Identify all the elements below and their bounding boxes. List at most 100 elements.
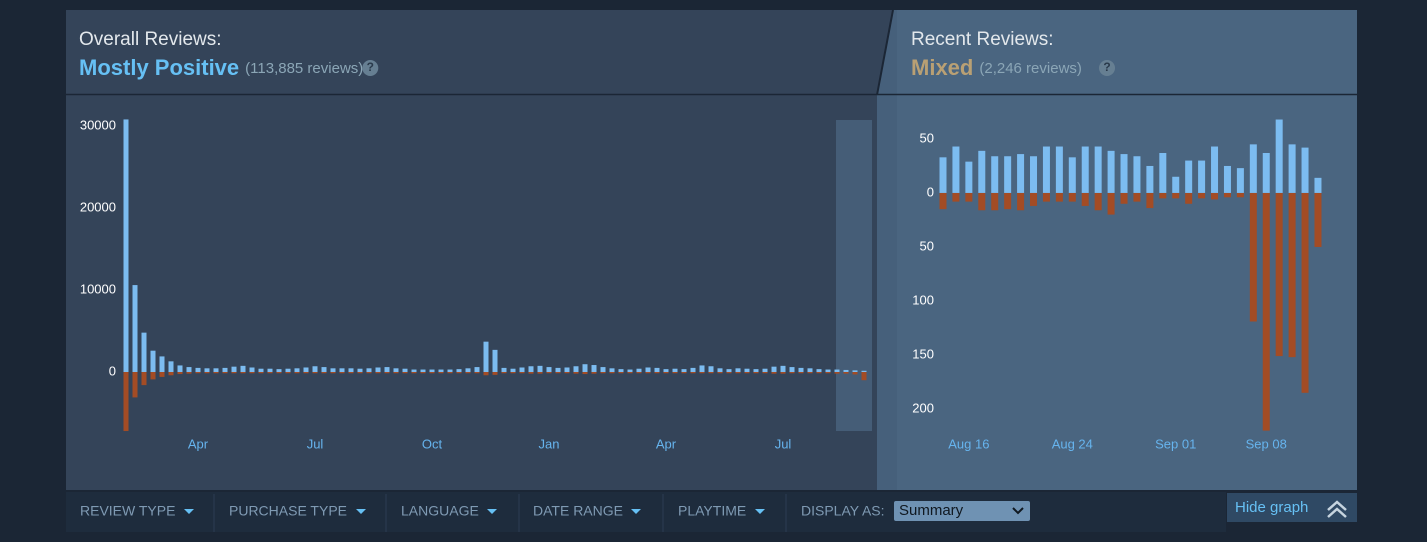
bar xyxy=(177,365,183,372)
bar xyxy=(321,367,327,372)
bar xyxy=(546,367,552,372)
bar xyxy=(177,372,183,375)
filter-arrow xyxy=(755,509,765,514)
bar xyxy=(1133,156,1141,193)
filter-arrow xyxy=(184,509,194,514)
bar xyxy=(1017,192,1025,211)
display-select[interactable] xyxy=(894,501,1030,521)
bar xyxy=(465,372,471,374)
bar xyxy=(1172,176,1180,193)
recent-count: (2,246 reviews) xyxy=(979,60,1082,77)
overall-label: Overall Reviews: xyxy=(79,29,222,50)
bar xyxy=(1107,192,1115,215)
bar xyxy=(744,368,750,372)
bar xyxy=(357,368,363,372)
bar xyxy=(1068,157,1076,193)
bar xyxy=(991,192,999,211)
bar xyxy=(312,366,318,372)
bar xyxy=(582,372,588,375)
filter-arrow xyxy=(487,509,497,514)
bar xyxy=(1185,160,1193,193)
bar xyxy=(1146,165,1154,193)
hide-graph-text[interactable]: Hide graph xyxy=(1235,499,1308,516)
bar xyxy=(965,192,973,202)
bar xyxy=(762,368,768,372)
bar xyxy=(789,372,795,374)
bar xyxy=(834,369,840,372)
help-icon-text[interactable]: ? xyxy=(1103,60,1110,74)
bar xyxy=(1223,192,1231,198)
bar xyxy=(555,372,561,374)
bar xyxy=(123,119,129,372)
bar xyxy=(843,369,849,372)
recent-range-highlight xyxy=(836,120,872,431)
recent-summary: Mixed (2,246 reviews) xyxy=(911,55,1082,80)
bar xyxy=(978,150,986,193)
bar xyxy=(375,372,381,374)
bar xyxy=(204,368,210,372)
bar xyxy=(159,372,165,377)
bar xyxy=(672,368,678,372)
bar xyxy=(771,366,777,372)
bar xyxy=(519,372,525,374)
select-arrow xyxy=(1012,507,1024,515)
y-tick-label: 100 xyxy=(912,292,934,307)
bar xyxy=(483,341,489,372)
bar xyxy=(762,372,768,374)
bar xyxy=(663,372,669,374)
bar xyxy=(807,372,813,374)
bar xyxy=(483,372,489,376)
bar xyxy=(600,372,606,374)
bar xyxy=(1017,154,1025,193)
bar xyxy=(537,365,543,372)
bar xyxy=(267,368,273,372)
filter-label[interactable]: DATE RANGE xyxy=(533,503,623,519)
bar xyxy=(663,369,669,372)
bar xyxy=(726,372,732,374)
bar xyxy=(1198,192,1206,199)
bar xyxy=(231,366,237,372)
bar xyxy=(303,372,309,374)
bar xyxy=(492,349,498,372)
bar xyxy=(825,372,831,374)
bar xyxy=(717,372,723,374)
bar xyxy=(1094,146,1102,193)
filter-label[interactable]: LANGUAGE xyxy=(401,503,479,519)
bar xyxy=(456,372,462,374)
filter-label[interactable]: PLAYTIME xyxy=(678,503,746,519)
bar xyxy=(1107,150,1115,193)
help-icon[interactable] xyxy=(362,60,379,76)
bar xyxy=(699,365,705,372)
bar xyxy=(384,372,390,374)
bar xyxy=(393,372,399,374)
bar xyxy=(582,364,588,372)
display-select-value[interactable]: Summary xyxy=(899,502,964,519)
help-icon-text[interactable]: ? xyxy=(367,60,374,74)
hide-graph-button[interactable] xyxy=(1227,493,1357,522)
x-tick-label: Jul xyxy=(307,436,324,451)
bar xyxy=(1314,177,1322,193)
y-tick-label: 50 xyxy=(920,130,934,145)
filter-label[interactable]: REVIEW TYPE xyxy=(80,503,175,519)
bar xyxy=(939,192,947,210)
range-connector xyxy=(877,10,897,490)
x-tick-label: Sep 01 xyxy=(1155,436,1196,451)
bar xyxy=(573,372,579,374)
bar xyxy=(753,369,759,372)
bar xyxy=(573,366,579,372)
bar xyxy=(411,369,417,372)
bar xyxy=(555,367,561,372)
bar xyxy=(1211,192,1219,200)
bar xyxy=(699,372,705,374)
bar xyxy=(420,372,426,374)
bar xyxy=(780,365,786,372)
filter-label[interactable]: PURCHASE TYPE xyxy=(229,503,347,519)
bar xyxy=(744,372,750,374)
y-tick-label: 200 xyxy=(912,400,934,415)
bar xyxy=(681,372,687,374)
y-tick-label: 30000 xyxy=(80,117,116,132)
help-icon[interactable] xyxy=(1099,60,1115,76)
bar xyxy=(609,368,615,372)
bar xyxy=(1211,146,1219,193)
bar xyxy=(438,372,444,374)
